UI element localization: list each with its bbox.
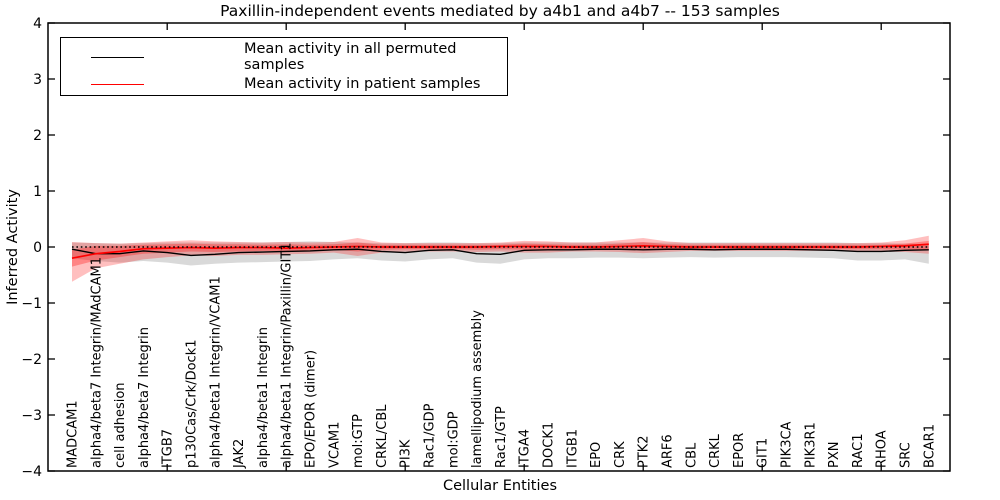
x-category-label: CBL bbox=[684, 442, 699, 468]
y-tick-label: 2 bbox=[33, 128, 42, 144]
x-category-label: mol:GDP bbox=[446, 411, 461, 468]
legend-line-sample-black bbox=[91, 56, 144, 58]
x-category-label: BCAR1 bbox=[922, 424, 937, 468]
x-category-label: CRKL/CBL bbox=[375, 404, 390, 468]
x-category-label: PTK2 bbox=[637, 435, 652, 468]
x-category-label: alpha4/beta7 Integrin bbox=[137, 327, 152, 468]
x-category-label: mol:GTP bbox=[351, 414, 366, 468]
legend-item-permuted: Mean activity in all permuted samples bbox=[61, 41, 507, 73]
x-category-label: CRKL bbox=[708, 433, 723, 468]
x-category-label: ITGB7 bbox=[161, 429, 176, 468]
y-tick-label: 0 bbox=[33, 240, 42, 256]
y-tick-label: −2 bbox=[21, 352, 42, 368]
x-category-label: VCAM1 bbox=[327, 422, 342, 468]
legend-label: Mean activity in patient samples bbox=[244, 76, 481, 92]
x-category-label: EPO bbox=[589, 442, 604, 468]
x-category-label: PXN bbox=[827, 442, 842, 468]
x-category-label: PIK3CA bbox=[780, 421, 795, 468]
legend-label: Mean activity in all permuted samples bbox=[244, 41, 457, 73]
x-category-label: MADCAM1 bbox=[66, 400, 81, 468]
x-category-label: alpha4/beta7 Integrin/MAdCAM1 bbox=[89, 257, 104, 468]
x-category-label: EPO/EPOR (dimer) bbox=[304, 350, 319, 468]
y-tick-label: −1 bbox=[21, 296, 42, 312]
y-tick-label: −4 bbox=[21, 464, 42, 480]
x-category-label: CRK bbox=[613, 441, 628, 468]
legend-item-patient: Mean activity in patient samples bbox=[61, 76, 507, 92]
y-axis-label: Inferred Activity bbox=[5, 189, 21, 305]
x-category-label: PIK3R1 bbox=[803, 422, 818, 468]
x-category-label: EPOR bbox=[732, 433, 747, 468]
x-axis-label: Cellular Entities bbox=[442, 478, 558, 494]
y-tick-label: −3 bbox=[21, 408, 42, 424]
y-tick-label: 3 bbox=[33, 72, 42, 88]
x-category-label: cell adhesion bbox=[113, 382, 128, 468]
x-category-label: ITGA4 bbox=[518, 429, 533, 468]
y-tick-label: 4 bbox=[33, 16, 42, 32]
x-category-label: RAC1 bbox=[851, 433, 866, 468]
x-category-label: p130Cas/Crk/Dock1 bbox=[185, 339, 200, 468]
x-category-label: Rac1/GTP bbox=[494, 406, 509, 468]
x-category-label: PI3K bbox=[399, 439, 414, 468]
chart-title: Paxillin-independent events mediated by … bbox=[220, 2, 780, 20]
x-category-label: alpha4/beta1 Integrin bbox=[256, 327, 271, 468]
x-category-label: lamellipodium assembly bbox=[470, 310, 485, 468]
x-category-label: RHOA bbox=[875, 430, 890, 468]
x-category-label: alpha4/beta1 Integrin/Paxillin/GIT1 bbox=[280, 242, 295, 468]
x-category-label: JAK2 bbox=[232, 439, 247, 469]
y-tick-label: 1 bbox=[33, 184, 42, 200]
x-category-label: ITGB1 bbox=[565, 429, 580, 468]
x-category-label: DOCK1 bbox=[542, 422, 557, 468]
legend-line-sample-red bbox=[91, 83, 144, 85]
x-category-label: SRC bbox=[899, 442, 914, 468]
x-category-label: alpha4/beta1 Integrin/VCAM1 bbox=[208, 276, 223, 468]
x-category-label: Rac1/GDP bbox=[423, 403, 438, 468]
x-category-label: GIT1 bbox=[756, 438, 771, 468]
legend-box: Mean activity in all permuted samples Me… bbox=[60, 37, 508, 96]
x-category-label: ARF6 bbox=[661, 434, 676, 468]
series-line-permuted bbox=[71, 248, 929, 257]
